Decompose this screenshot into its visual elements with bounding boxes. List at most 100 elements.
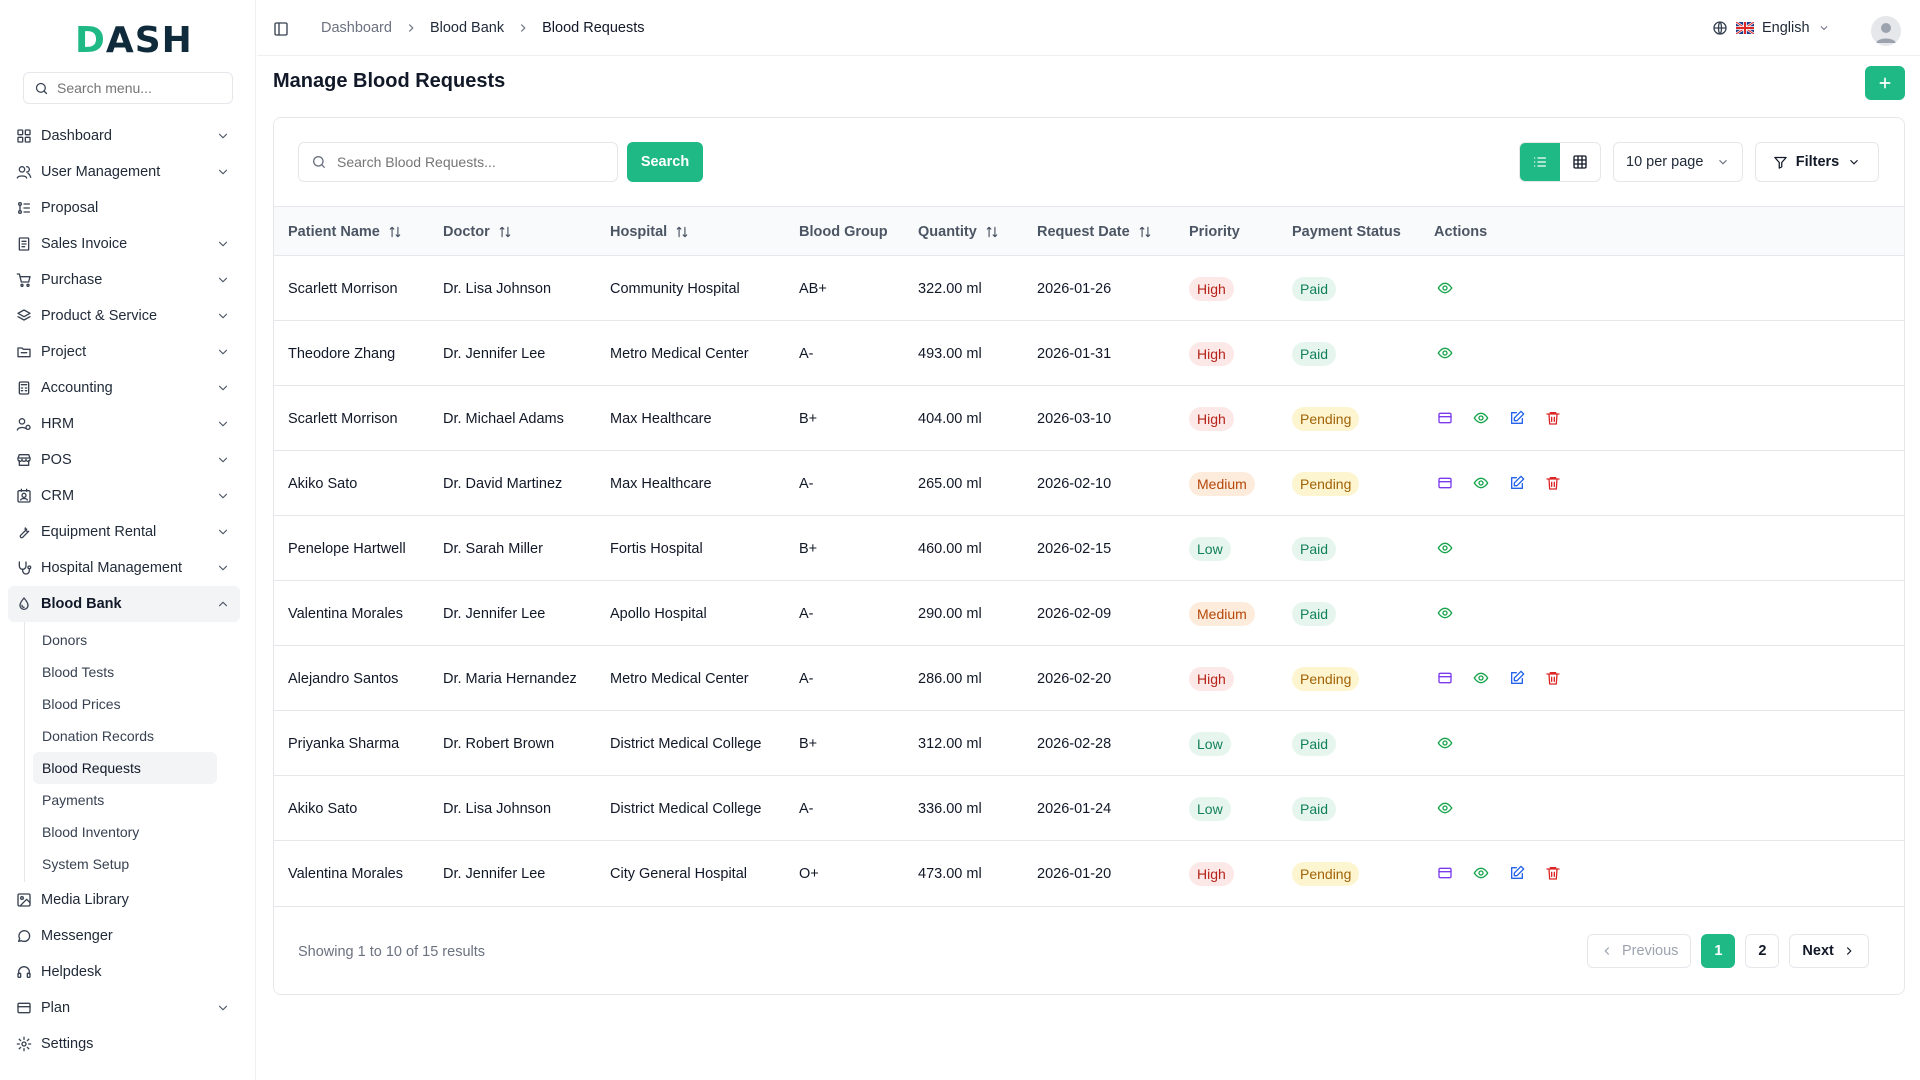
chevron-down-icon[interactable] <box>216 417 230 431</box>
page-1-button[interactable]: 1 <box>1701 934 1736 968</box>
column-header-patient-name[interactable]: Patient Name <box>288 207 402 256</box>
actions-cell <box>1437 841 1563 906</box>
sidebar-item-accounting[interactable]: Accounting <box>8 370 240 406</box>
avatar[interactable] <box>1871 16 1901 46</box>
column-header-request-date[interactable]: Request Date <box>1037 207 1152 256</box>
sidebar-item-product-and-service[interactable]: Product & Service <box>8 298 240 334</box>
sidebar-subitem-blood-inventory[interactable]: Blood Inventory <box>42 824 140 840</box>
chevron-down-icon[interactable] <box>216 525 230 539</box>
chevron-down-icon[interactable] <box>216 165 230 179</box>
chevron-down-icon[interactable] <box>216 129 230 143</box>
view-button[interactable] <box>1437 540 1455 558</box>
column-header-doctor[interactable]: Doctor <box>443 207 512 256</box>
view-button[interactable] <box>1437 800 1455 818</box>
view-button[interactable] <box>1473 410 1491 428</box>
plus-icon <box>1877 75 1893 91</box>
sidebar-item-crm[interactable]: CRM <box>8 478 240 514</box>
sidebar-item-blood-bank[interactable]: Blood Bank <box>8 586 240 622</box>
request-date-cell: 2026-02-15 <box>1037 540 1112 557</box>
chevron-down-icon[interactable] <box>216 345 230 359</box>
view-button[interactable] <box>1473 475 1491 493</box>
view-button[interactable] <box>1437 605 1455 623</box>
chevron-down-icon[interactable] <box>216 273 230 287</box>
sidebar-item-project[interactable]: Project <box>8 334 240 370</box>
view-button[interactable] <box>1437 345 1455 363</box>
view-button[interactable] <box>1437 735 1455 753</box>
sort-icon[interactable] <box>388 225 402 239</box>
list-view-button[interactable] <box>1520 143 1560 181</box>
delete-button[interactable] <box>1545 410 1563 428</box>
sidebar-subitem-blood-requests[interactable]: Blood Requests <box>33 752 217 784</box>
sidebar-item-equipment-rental[interactable]: Equipment Rental <box>8 514 240 550</box>
sidebar-item-purchase[interactable]: Purchase <box>8 262 240 298</box>
delete-button[interactable] <box>1545 475 1563 493</box>
edit-button[interactable] <box>1509 410 1527 428</box>
sidebar-subitem-blood-prices[interactable]: Blood Prices <box>42 696 121 712</box>
edit-button[interactable] <box>1509 670 1527 688</box>
add-request-button[interactable] <box>1865 66 1905 100</box>
sidebar-item-helpdesk[interactable]: Helpdesk <box>8 954 240 990</box>
sidebar-item-hospital-management[interactable]: Hospital Management <box>8 550 240 586</box>
chevron-down-icon[interactable] <box>216 1001 230 1015</box>
chevron-down-icon[interactable] <box>216 237 230 251</box>
view-button[interactable] <box>1437 280 1455 298</box>
previous-button[interactable]: Previous <box>1587 934 1692 968</box>
delete-button[interactable] <box>1545 865 1563 883</box>
pay-button[interactable] <box>1437 670 1455 688</box>
actions-cell <box>1437 516 1455 581</box>
sidebar-item-hrm[interactable]: HRM <box>8 406 240 442</box>
chevron-down-icon[interactable] <box>216 309 230 323</box>
edit-button[interactable] <box>1509 865 1527 883</box>
sort-icon[interactable] <box>675 225 689 239</box>
chevron-up-icon[interactable] <box>216 597 230 611</box>
sort-icon[interactable] <box>498 225 512 239</box>
breadcrumb-dashboard[interactable]: Dashboard <box>321 20 392 36</box>
row-actions <box>1437 605 1455 623</box>
pay-button[interactable] <box>1437 410 1455 428</box>
breadcrumb-blood-bank[interactable]: Blood Bank <box>429 20 505 36</box>
grid-view-button[interactable] <box>1560 143 1600 181</box>
sidebar-item-user-management[interactable]: User Management <box>8 154 240 190</box>
sidebar-toggle-icon[interactable] <box>273 21 289 37</box>
chevron-down-icon[interactable] <box>216 561 230 575</box>
next-button[interactable]: Next <box>1789 934 1869 968</box>
search-button[interactable]: Search <box>627 142 703 182</box>
delete-button[interactable] <box>1545 670 1563 688</box>
language-selector[interactable]: English <box>1712 0 1830 56</box>
view-button[interactable] <box>1473 865 1491 883</box>
chevron-down-icon[interactable] <box>216 381 230 395</box>
sidebar-search-input[interactable] <box>57 80 217 96</box>
search-input[interactable] <box>337 154 607 170</box>
column-header-hospital[interactable]: Hospital <box>610 207 689 256</box>
payment-status-cell: Pending <box>1292 841 1360 906</box>
sidebar-subitem-payments[interactable]: Payments <box>42 792 105 808</box>
sidebar-item-plan[interactable]: Plan <box>8 990 240 1026</box>
sidebar-subitem-donors[interactable]: Donors <box>42 632 88 648</box>
chevron-down-icon[interactable] <box>216 453 230 467</box>
sidebar-subitem-donation-records[interactable]: Donation Records <box>42 728 155 744</box>
sidebar-item-media-library[interactable]: Media Library <box>8 882 240 918</box>
chevron-down-icon[interactable] <box>216 489 230 503</box>
sidebar-search[interactable] <box>23 72 233 104</box>
sort-icon[interactable] <box>1138 225 1152 239</box>
column-header-quantity[interactable]: Quantity <box>918 207 999 256</box>
pay-button[interactable] <box>1437 865 1455 883</box>
sidebar-item-pos[interactable]: POS <box>8 442 240 478</box>
per-page-select[interactable]: 10 per page <box>1613 142 1743 182</box>
edit-button[interactable] <box>1509 475 1527 493</box>
sidebar-item-messenger[interactable]: Messenger <box>8 918 240 954</box>
sort-icon[interactable] <box>985 225 999 239</box>
filters-button[interactable]: Filters <box>1755 142 1879 182</box>
pay-button[interactable] <box>1437 475 1455 493</box>
search-box[interactable] <box>298 142 618 182</box>
sidebar-item-sales-invoice[interactable]: Sales Invoice <box>8 226 240 262</box>
sidebar-item-settings[interactable]: Settings <box>8 1026 240 1062</box>
page-2-button[interactable]: 2 <box>1745 934 1780 968</box>
sidebar-item-proposal[interactable]: Proposal <box>8 190 240 226</box>
sidebar-subitem-system-setup[interactable]: System Setup <box>42 856 130 872</box>
sidebar-item-label: Blood Bank <box>41 596 122 612</box>
sidebar-subitem-blood-tests[interactable]: Blood Tests <box>42 664 115 680</box>
view-button[interactable] <box>1473 670 1491 688</box>
sidebar-item-dashboard[interactable]: Dashboard <box>8 118 240 154</box>
app-logo[interactable]: DASH <box>75 20 193 61</box>
